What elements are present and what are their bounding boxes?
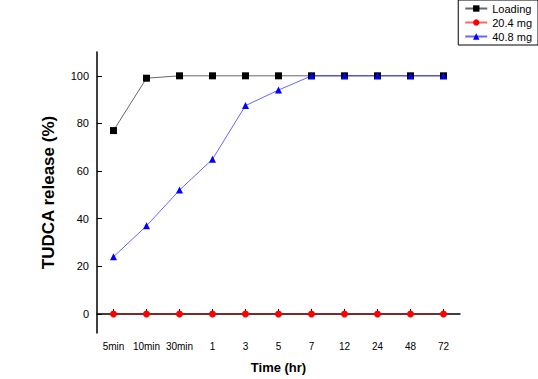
svg-text:30min: 30min xyxy=(166,341,193,352)
svg-text:24: 24 xyxy=(372,341,384,352)
svg-text:7: 7 xyxy=(309,341,315,352)
svg-text:10min: 10min xyxy=(133,341,160,352)
svg-text:80: 80 xyxy=(77,117,89,129)
svg-text:TUDCA release (%): TUDCA release (%) xyxy=(39,116,58,269)
svg-text:60: 60 xyxy=(77,165,89,177)
svg-text:0: 0 xyxy=(83,308,89,320)
svg-text:Time (hr): Time (hr) xyxy=(251,360,306,375)
svg-text:5min: 5min xyxy=(103,341,125,352)
svg-text:100: 100 xyxy=(71,70,89,82)
svg-text:Loading: Loading xyxy=(492,3,531,15)
svg-text:40.8 mg: 40.8 mg xyxy=(492,31,532,43)
svg-text:5: 5 xyxy=(276,341,282,352)
svg-text:3: 3 xyxy=(243,341,249,352)
svg-text:20.4 mg: 20.4 mg xyxy=(492,17,532,29)
svg-text:40: 40 xyxy=(77,213,89,225)
svg-text:12: 12 xyxy=(339,341,351,352)
svg-text:20: 20 xyxy=(77,260,89,272)
svg-text:48: 48 xyxy=(405,341,417,352)
svg-text:1: 1 xyxy=(210,341,216,352)
svg-text:72: 72 xyxy=(438,341,450,352)
